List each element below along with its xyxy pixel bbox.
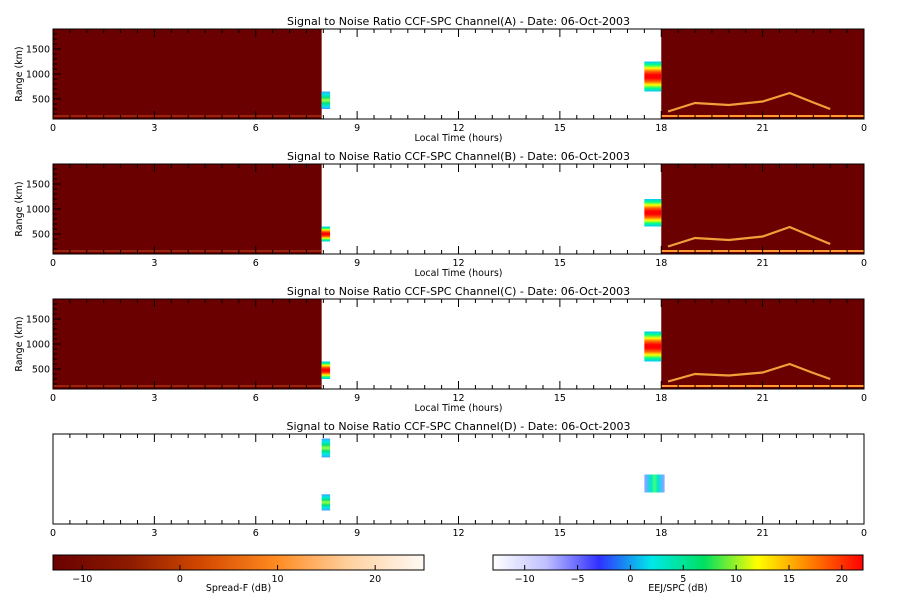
- x-tick-label: 0: [861, 258, 867, 269]
- echo-trace: [667, 362, 831, 383]
- colorbar-tick-label: 5: [680, 574, 686, 585]
- x-axis-label: Local Time (hours): [414, 403, 502, 414]
- x-tick-label: 9: [354, 528, 360, 539]
- spreadf-region: [661, 164, 864, 254]
- x-tick-label: 15: [554, 258, 566, 269]
- x-tick-label: 0: [50, 258, 56, 269]
- colorbar-eej-spc: [492, 554, 864, 571]
- colorbar-tick-label: 0: [177, 574, 183, 585]
- echo-trace: [667, 91, 831, 113]
- x-tick-label: 12: [452, 258, 464, 269]
- colorbar-spread-f: [52, 554, 425, 571]
- x-tick-label: 15: [554, 393, 566, 404]
- colorbar-gradient: [52, 554, 425, 571]
- x-tick-label: 18: [655, 258, 667, 269]
- x-tick-label: 21: [757, 528, 769, 539]
- colorbar-tick-label: −5: [571, 574, 585, 585]
- y-axis-label: Range (km): [14, 46, 25, 101]
- x-tick-label: 21: [757, 123, 769, 134]
- x-tick-label: 15: [554, 528, 566, 539]
- colorbar-gradient: [492, 554, 864, 571]
- x-tick-label: 6: [253, 528, 259, 539]
- y-tick-label: 1000: [26, 70, 50, 81]
- x-axis-label: Local Time (hours): [414, 268, 502, 279]
- eej-patch: [644, 474, 665, 493]
- eej-patch: [321, 438, 331, 458]
- eej-patch: [321, 91, 331, 109]
- spreadf-region: [53, 299, 322, 389]
- x-tick-label: 9: [354, 258, 360, 269]
- x-tick-label: 3: [151, 528, 157, 539]
- x-tick-label: 12: [452, 123, 464, 134]
- spreadf-region: [661, 29, 864, 119]
- x-tick-label: 3: [151, 123, 157, 134]
- y-tick-label: 1500: [26, 180, 50, 191]
- x-tick-label: 0: [50, 123, 56, 134]
- panel-c: [52, 298, 865, 390]
- x-tick-label: 6: [253, 258, 259, 269]
- y-axis-label: Range (km): [14, 316, 25, 371]
- x-tick-label: 21: [757, 393, 769, 404]
- x-tick-label: 0: [50, 393, 56, 404]
- spreadf-region: [53, 164, 322, 254]
- y-tick-label: 1500: [26, 45, 50, 56]
- eej-patch: [321, 361, 331, 379]
- eej-patch: [644, 61, 662, 92]
- x-tick-label: 0: [861, 123, 867, 134]
- x-tick-label: 12: [452, 528, 464, 539]
- panel-title: Signal to Noise Ratio CCF-SPC Channel(A)…: [287, 15, 630, 28]
- panel-b: [52, 163, 865, 255]
- colorbar-tick-label: 20: [369, 574, 381, 585]
- panel-d: [52, 433, 865, 525]
- colorbar-tick-label: 20: [836, 574, 848, 585]
- panel-title: Signal to Noise Ratio CCF-SPC Channel(B)…: [287, 150, 630, 163]
- x-tick-label: 3: [151, 258, 157, 269]
- colorbar-tick-label: 15: [783, 574, 795, 585]
- y-tick-label: 500: [32, 95, 50, 106]
- x-tick-label: 6: [253, 393, 259, 404]
- colorbar-tick-label: 0: [627, 574, 633, 585]
- eej-patch: [321, 226, 331, 242]
- x-tick-label: 18: [655, 528, 667, 539]
- x-tick-label: 15: [554, 123, 566, 134]
- y-tick-label: 500: [32, 230, 50, 241]
- x-tick-label: 6: [253, 123, 259, 134]
- colorbar-tick-label: 10: [272, 574, 284, 585]
- x-tick-label: 0: [861, 528, 867, 539]
- x-tick-label: 18: [655, 393, 667, 404]
- panel-a: [52, 28, 865, 120]
- spreadf-region: [53, 29, 322, 119]
- x-axis-label: Local Time (hours): [414, 133, 502, 144]
- eej-patch: [321, 494, 331, 511]
- y-tick-label: 1000: [26, 205, 50, 216]
- colorbar-tick-label: −10: [515, 574, 535, 585]
- y-axis-label: Range (km): [14, 181, 25, 236]
- eej-patch: [644, 199, 662, 227]
- plot-frame: [52, 433, 865, 525]
- colorbar-tick-label: 10: [730, 574, 742, 585]
- panel-title: Signal to Noise Ratio CCF-SPC Channel(C)…: [287, 285, 630, 298]
- y-tick-label: 1000: [26, 340, 50, 351]
- eej-patch: [644, 331, 662, 362]
- x-tick-label: 3: [151, 393, 157, 404]
- x-tick-label: 9: [354, 123, 360, 134]
- echo-trace: [667, 225, 831, 248]
- x-tick-label: 9: [354, 393, 360, 404]
- y-tick-label: 1500: [26, 315, 50, 326]
- colorbar-tick-label: −10: [72, 574, 92, 585]
- y-tick-label: 500: [32, 365, 50, 376]
- panel-title: Signal to Noise Ratio CCF-SPC Channel(D)…: [287, 420, 631, 433]
- x-tick-label: 0: [50, 528, 56, 539]
- x-tick-label: 12: [452, 393, 464, 404]
- colorbar-label: Spread-F (dB): [206, 583, 271, 594]
- colorbar-label: EEJ/SPC (dB): [648, 583, 707, 594]
- x-tick-label: 18: [655, 123, 667, 134]
- x-tick-label: 21: [757, 258, 769, 269]
- x-tick-label: 0: [861, 393, 867, 404]
